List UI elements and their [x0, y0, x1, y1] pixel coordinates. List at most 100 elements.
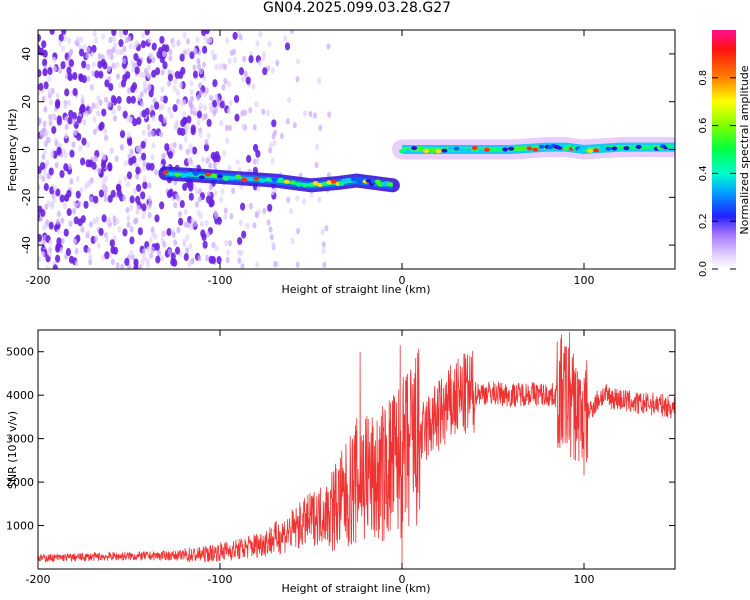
spectrogram-noise-dot — [103, 195, 108, 203]
spectrogram-noise-dot — [267, 41, 272, 48]
spectrogram-noise-dot — [123, 160, 128, 167]
spectrogram-noise-dot — [195, 36, 200, 43]
spectrogram-noise-dot — [55, 188, 61, 197]
spectrogram-noise-dot — [246, 154, 252, 163]
spectrogram-noise-dot — [104, 251, 110, 260]
spectrogram-noise-dot — [47, 87, 52, 95]
spectrogram-noise-dot — [186, 48, 191, 55]
spectrogram-noise-dot — [51, 113, 56, 120]
spectrogram-noise-dot — [164, 143, 170, 152]
ridge-blob — [411, 146, 418, 151]
spectrogram-noise-dot — [186, 115, 192, 124]
ridge-blob — [162, 170, 169, 175]
spectrogram-noise-dot — [154, 169, 159, 176]
spectrogram-noise-dot — [192, 64, 197, 71]
spectrogram-noise-dot — [219, 119, 224, 127]
spectrogram-noise-dot — [221, 84, 226, 91]
spectrogram-noise-dot — [112, 215, 117, 222]
spectrogram-noise-dot — [122, 228, 128, 237]
spectrogram-noise-dot — [198, 212, 203, 219]
spectrogram-noise-dot — [57, 67, 62, 74]
spectrogram-noise-dot — [122, 194, 127, 202]
spectrogram-noise-dot — [258, 30, 263, 38]
spectrogram-noise-dot — [192, 184, 197, 191]
ridge-blob — [611, 146, 618, 151]
spectrogram-noise-dot — [212, 110, 217, 117]
spectrogram-noise-dot — [183, 208, 188, 216]
spectrogram-noise-dot — [101, 254, 106, 261]
spectrogram-noise-dot — [38, 46, 42, 55]
spectrogram-noise-dot — [314, 161, 319, 169]
spectrogram-noise-dot — [69, 178, 74, 185]
spectrogram-noise-dot — [147, 195, 152, 202]
y-tick-label: -40 — [20, 236, 33, 254]
spectrogram-noise-dot — [80, 226, 85, 233]
spectrogram-noise-dot — [47, 250, 52, 257]
spectrogram-noise-dot — [41, 153, 46, 160]
spectrogram-noise-dot — [63, 102, 68, 109]
spectrogram-noise-dot — [167, 248, 172, 256]
spectrogram-noise-dot — [202, 240, 208, 249]
spectrogram-noise-dot — [94, 102, 99, 110]
spectrogram-noise-dot — [139, 91, 144, 98]
ridge-blob — [617, 146, 624, 151]
spectrogram-noise-dot — [44, 203, 49, 210]
spectrogram-noise-dot — [226, 80, 231, 88]
spectrogram-noise-dot — [130, 95, 136, 104]
spectrogram-noise-dot — [56, 210, 61, 218]
x-tick-label: 100 — [574, 573, 595, 586]
spectrogram-noise-dot — [91, 161, 97, 170]
spectrogram-noise-dot — [107, 162, 113, 171]
spectrogram-noise-dot — [302, 110, 307, 117]
spectrogram-noise-dot — [58, 33, 64, 42]
spectrogram-noise-dot — [275, 59, 280, 67]
ridge-blob — [229, 175, 236, 180]
spectrogram-noise-dot — [48, 221, 54, 230]
spectrogram-noise-dot — [98, 70, 104, 79]
spectrogram-noise-dot — [262, 67, 268, 76]
spectrogram-noise-dot — [197, 195, 202, 203]
ridge-blob — [295, 182, 302, 187]
spectrogram-noise-dot — [38, 233, 43, 242]
spectrogram-noise-dot — [225, 249, 230, 256]
spectrogram-noise-dot — [213, 189, 218, 197]
spectrogram-noise-dot — [108, 36, 113, 44]
spectrogram-noise-dot — [187, 157, 192, 164]
spectrogram-noise-dot — [143, 67, 148, 75]
spectrogram-noise-dot — [216, 216, 222, 225]
colorbar-tick-label: 0.8 — [698, 70, 709, 86]
spectrogram-noise-dot — [111, 35, 116, 42]
spectrogram-noise-dot — [79, 36, 84, 43]
spectrogram-noise-dot — [38, 173, 43, 180]
spectrogram-noise-dot — [148, 237, 153, 244]
spectrogram-noise-dot — [171, 41, 176, 48]
ridge-blob — [338, 181, 345, 186]
spectrogram-noise-dot — [172, 142, 177, 149]
spectrogram-noise-dot — [161, 152, 166, 159]
ridge-blob — [508, 146, 515, 151]
spectrogram-noise-dot — [317, 196, 322, 203]
spectrogram-noise-dot — [127, 35, 132, 43]
spectrogram-noise-dot — [139, 100, 144, 108]
y-tick-label: 0 — [20, 146, 33, 153]
spectrogram-noise-dot — [178, 143, 183, 151]
spectrogram-noise-dot — [190, 258, 195, 265]
spectrogram-noise-dot — [175, 193, 180, 200]
spectrogram-noise-dot — [141, 203, 147, 212]
spectrogram-noise-dot — [80, 103, 86, 112]
spectrogram-noise-dot — [185, 148, 190, 155]
y-tick-label: 2000 — [6, 476, 34, 489]
spectrogram-noise-dot — [66, 208, 72, 217]
spectrogram-noise-dot — [122, 57, 127, 65]
spectrogram-noise-dot — [204, 138, 209, 146]
spectrogram-noise-dot — [111, 108, 116, 115]
spectrogram-noise-dot — [167, 73, 174, 82]
spectrogram-noise-dot — [55, 218, 60, 225]
ridge-blob — [520, 146, 527, 151]
spectrogram-noise-dot — [132, 43, 137, 50]
spectrogram-noise-dot — [42, 169, 47, 176]
x-tick-label: -200 — [26, 573, 51, 586]
spectrogram-noise-dot — [266, 109, 271, 117]
y-tick-label: 20 — [20, 95, 33, 109]
spectrogram-noise-dot — [76, 36, 81, 43]
